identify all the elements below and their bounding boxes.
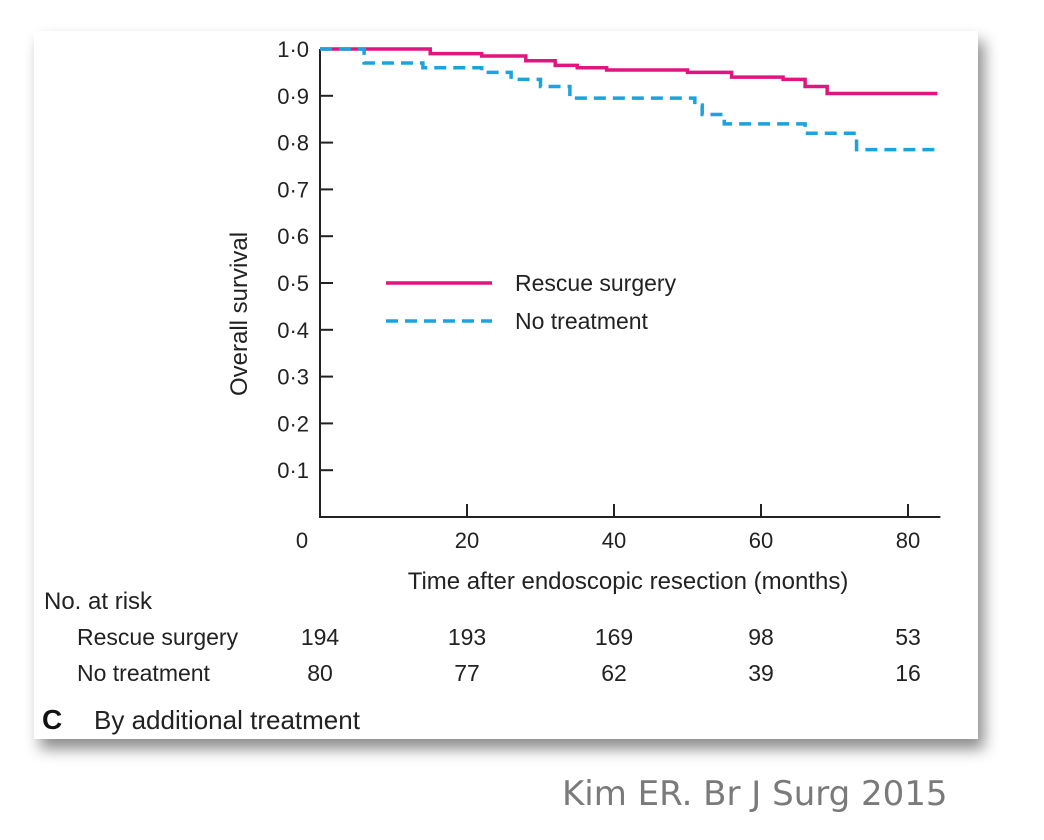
x-tick-label: 60	[749, 528, 773, 553]
y-tick-label: 1·0	[277, 37, 309, 62]
risk-count: 98	[748, 624, 774, 650]
x-tick-label: 0	[296, 528, 308, 553]
series-line	[320, 47, 938, 96]
figure-card: 0·1 0·2 0·3 0·4 0·5 0·6 0·7 0·8 0·9 1·0 0 20 40 60 80…	[34, 31, 978, 739]
x-axis-label: Time after endoscopic resection (months)	[408, 568, 849, 595]
survival-chart: 0·1 0·2 0·3 0·4 0·5 0·6 0·7 0·8 0·9 1·0 0 20 40 60 80…	[42, 37, 941, 735]
citation: Kim ER. Br J Surg 2015	[562, 774, 948, 814]
panel-label: C	[42, 704, 62, 735]
y-tick-label: 0·4	[277, 318, 309, 343]
y-tick-label: 0·1	[277, 458, 309, 483]
risk-table: Rescue surgery 194 193 169 98 53 No treatment 8…	[77, 624, 921, 686]
legend: Rescue surgery No treatment	[386, 270, 677, 334]
risk-count: 169	[595, 624, 633, 650]
risk-row-label: No treatment	[77, 660, 211, 686]
x-tick-label: 20	[455, 528, 479, 553]
panel-caption: By additional treatment	[94, 705, 361, 735]
y-axis-ticks: 0·1 0·2 0·3 0·4 0·5 0·6 0·7 0·8 0·9 1·0	[277, 37, 333, 483]
x-tick-label: 80	[896, 528, 920, 553]
risk-row-label: Rescue surgery	[77, 624, 239, 650]
survival-curves	[320, 47, 938, 152]
risk-count: 53	[895, 624, 921, 650]
y-axis-label: Overall survival	[226, 232, 253, 396]
legend-label: No treatment	[515, 308, 649, 334]
legend-label: Rescue surgery	[515, 270, 677, 296]
x-axis-ticks: 0 20 40 60 80	[296, 504, 920, 553]
risk-count: 193	[448, 624, 486, 650]
y-tick-label: 0·9	[277, 84, 309, 109]
risk-count: 77	[454, 660, 480, 686]
risk-count: 80	[307, 660, 333, 686]
y-tick-label: 0·2	[277, 411, 309, 436]
y-tick-label: 0·5	[277, 271, 309, 296]
risk-count: 39	[748, 660, 774, 686]
risk-count: 62	[601, 660, 627, 686]
series-line	[320, 47, 938, 152]
risk-count: 16	[895, 660, 921, 686]
y-tick-label: 0·7	[277, 177, 309, 202]
y-tick-label: 0·8	[277, 131, 309, 156]
y-tick-label: 0·6	[277, 224, 309, 249]
risk-table-title: No. at risk	[44, 588, 153, 615]
y-tick-label: 0·3	[277, 365, 309, 390]
risk-count: 194	[301, 624, 340, 650]
x-tick-label: 40	[602, 528, 626, 553]
